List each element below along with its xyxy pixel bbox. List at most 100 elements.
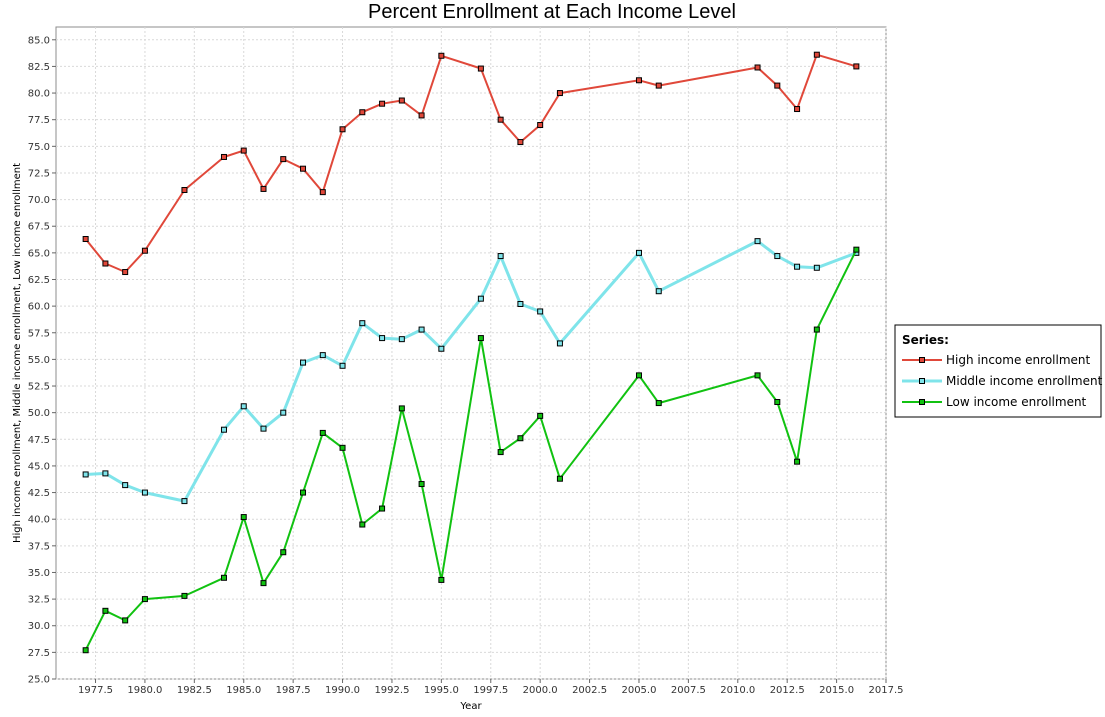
data-point [774,253,781,260]
legend-item: Low income enrollment [902,395,1087,409]
y-tick-label: 40.0 [28,515,50,526]
x-tick-label: 1987.5 [276,685,311,696]
data-point [655,288,662,295]
data-point [319,189,326,196]
data-point [379,505,386,512]
data-point [635,372,642,379]
x-axis-label: Year [459,701,482,712]
legend-label: Middle income enrollment [946,374,1103,388]
data-point [319,429,326,436]
legend-title: Series: [902,333,949,347]
legend: Series: High income enrollment Middle inc… [894,324,1103,418]
data-point [260,580,267,587]
data-point [102,260,109,267]
legend-label: High income enrollment [946,353,1091,367]
data-point [122,482,129,489]
data-point [82,471,89,478]
y-tick-label: 62.5 [28,275,50,286]
y-tick-label: 45.0 [28,461,50,472]
data-point [517,300,524,307]
x-tick-label: 1982.5 [177,685,212,696]
grid-lines [56,27,887,680]
data-point [635,249,642,256]
data-point [300,359,307,366]
data-point [181,498,188,505]
data-point [418,112,425,119]
y-tick-label: 52.5 [28,382,50,393]
data-point [418,481,425,488]
data-point [280,409,287,416]
data-point [794,106,801,113]
data-point [141,489,148,496]
data-point [260,425,267,432]
data-point [339,362,346,369]
data-point [122,269,129,276]
data-point [537,122,544,129]
x-tick-label: 1977.5 [78,685,113,696]
data-point [300,489,307,496]
y-axis-ticks: 25.0 27.5 30.0 32.5 35.0 37.5 40.0 42.5 45.0 47.5… [28,35,56,686]
data-point [813,264,820,271]
data-point [438,345,445,352]
data-point [794,458,801,465]
y-tick-label: 30.0 [28,621,50,632]
data-point [82,236,89,243]
data-point [141,247,148,254]
legend-item: Middle income enrollment [902,374,1103,388]
y-tick-label: 42.5 [28,488,50,499]
y-tick-label: 25.0 [28,675,50,686]
x-tick-label: 2002.5 [572,685,607,696]
y-tick-label: 70.0 [28,195,50,206]
y-tick-label: 60.0 [28,302,50,313]
data-point [556,475,563,482]
data-point [477,335,484,342]
y-tick-label: 82.5 [28,62,50,73]
data-point [102,470,109,477]
data-point [517,139,524,146]
x-tick-label: 1985.0 [226,685,261,696]
y-tick-label: 72.5 [28,168,50,179]
plot-area [55,26,887,680]
series-middle-income-enrollment [82,238,860,505]
x-tick-label: 1995.0 [424,685,459,696]
y-tick-label: 57.5 [28,328,50,339]
data-point [398,97,405,104]
data-point [379,100,386,107]
y-tick-label: 85.0 [28,35,50,46]
data-point [319,352,326,359]
data-point [655,400,662,407]
y-tick-label: 32.5 [28,595,50,606]
legend-swatch-marker [919,378,925,384]
y-tick-label: 47.5 [28,435,50,446]
data-point [141,596,148,603]
data-point [853,246,860,253]
y-tick-label: 55.0 [28,355,50,366]
data-point [754,64,761,71]
x-axis-ticks: 1977.5 1980.0 1982.5 1985.0 1987.5 1990.0 1992… [78,679,904,696]
data-point [537,412,544,419]
legend-label: Low income enrollment [946,395,1087,409]
data-point [240,147,247,154]
data-point [181,187,188,193]
data-point [517,435,524,442]
legend-swatch-marker [919,399,925,405]
y-axis-label: High income enrollment, Middle income en… [12,163,23,543]
series-layer [82,51,860,654]
data-point [754,238,761,245]
data-point [497,116,504,123]
data-point [438,52,445,59]
data-point [379,335,386,342]
x-tick-label: 1980.0 [127,685,162,696]
data-point [813,326,820,333]
x-tick-label: 1997.5 [473,685,508,696]
data-point [359,320,366,327]
data-point [260,185,267,192]
data-point [280,156,287,163]
data-point [853,63,860,70]
data-point [438,576,445,583]
data-point [537,308,544,315]
x-tick-label: 1990.0 [325,685,360,696]
x-tick-label: 2012.5 [770,685,805,696]
legend-item: High income enrollment [902,353,1091,367]
